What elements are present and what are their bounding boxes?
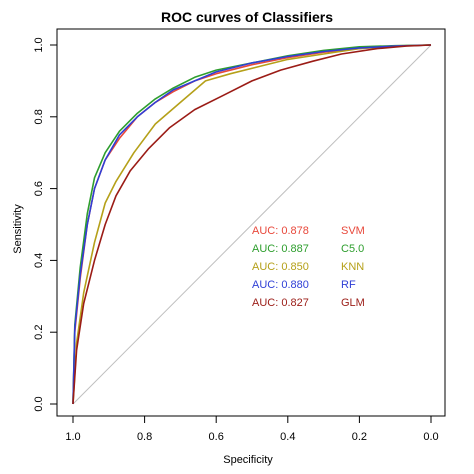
roc-curve-rf bbox=[72, 44, 432, 405]
y-tick-label: 0.0 bbox=[33, 396, 45, 411]
roc-curves bbox=[72, 44, 432, 405]
legend-series-name: SVM bbox=[341, 225, 365, 237]
legend-auc-label: AUC: 0.850 bbox=[252, 261, 309, 273]
roc-curve-knn bbox=[72, 44, 432, 405]
x-axis: 1.0 0.8 0.6 0.4 0.2 0.0 bbox=[65, 415, 439, 443]
roc-curve-c5-0 bbox=[72, 44, 432, 405]
legend-series-name: KNN bbox=[341, 261, 364, 273]
y-tick-label: 0.8 bbox=[33, 109, 45, 124]
y-tick-label: 1.0 bbox=[33, 37, 45, 52]
reference-diagonal-line bbox=[72, 44, 432, 405]
legend-auc-label: AUC: 0.880 bbox=[252, 279, 309, 291]
y-axis-label: Sensitivity bbox=[12, 204, 24, 254]
x-tick-label: 1.0 bbox=[65, 431, 80, 443]
legend-auc-label: AUC: 0.878 bbox=[252, 225, 309, 237]
y-tick-label: 0.6 bbox=[33, 181, 45, 196]
y-tick-label: 0.2 bbox=[33, 325, 45, 340]
x-tick-label: 0.4 bbox=[280, 431, 295, 443]
x-tick-label: 0.2 bbox=[352, 431, 367, 443]
legend-auc-label: AUC: 0.887 bbox=[252, 243, 309, 255]
x-tick-label: 0.6 bbox=[209, 431, 224, 443]
legend-series-name: GLM bbox=[341, 297, 365, 309]
y-tick-label: 0.4 bbox=[33, 253, 45, 268]
legend-series-name: RF bbox=[341, 279, 356, 291]
chart-title: ROC curves of Classifiers bbox=[161, 9, 333, 25]
legend: AUC: 0.878 SVM AUC: 0.887 C5.0 AUC: 0.850 KNN… bbox=[252, 225, 365, 309]
x-tick-label: 0.0 bbox=[423, 431, 438, 443]
legend-auc-label: AUC: 0.827 bbox=[252, 297, 309, 309]
y-axis: 0.0 0.2 0.4 0.6 0.8 1.0 bbox=[33, 37, 57, 412]
legend-series-name: C5.0 bbox=[341, 243, 364, 255]
x-axis-label: Specificity bbox=[223, 454, 273, 466]
x-tick-label: 0.8 bbox=[137, 431, 152, 443]
plot-frame bbox=[56, 28, 446, 417]
roc-curve-glm bbox=[72, 44, 432, 405]
